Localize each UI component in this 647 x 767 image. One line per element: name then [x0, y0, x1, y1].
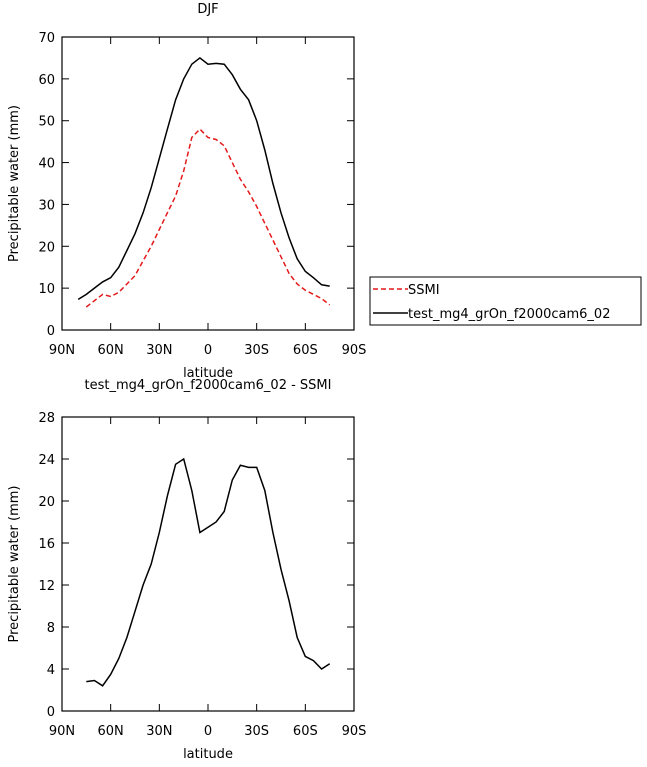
chart-title: DJF: [197, 2, 218, 17]
y-tick-label: 30: [38, 198, 55, 213]
x-tick-label: 60N: [98, 343, 124, 358]
y-tick-label: 16: [38, 537, 55, 552]
plot-frame: [61, 36, 355, 331]
y-tick-label: 10: [38, 282, 55, 297]
data-line: [86, 457, 331, 687]
y-axis-label: Precipitable water (mm): [7, 486, 22, 643]
legend-label: test_mg4_grOn_f2000cam6_02: [408, 307, 610, 322]
y-axis-label: Precipitable water (mm): [7, 105, 22, 262]
y-tick-label: 0: [47, 705, 55, 720]
x-axis-label: latitude: [183, 747, 233, 762]
y-tick-label: 12: [38, 579, 55, 594]
x-tick-label: 60S: [293, 343, 318, 358]
data-line: [77, 56, 330, 301]
x-tick-label: 30S: [244, 724, 269, 739]
x-axis-label: latitude: [183, 366, 233, 381]
y-tick-label: 0: [47, 324, 55, 339]
y-tick-label: 4: [47, 663, 55, 678]
y-tick-label: 28: [38, 411, 55, 426]
y-tick-label: 70: [38, 31, 55, 46]
x-tick-label: 30N: [146, 724, 172, 739]
y-tick-label: 24: [38, 453, 55, 468]
x-tick-label: 30S: [244, 343, 269, 358]
y-tick-label: 60: [38, 73, 55, 88]
y-tick-label: 20: [38, 495, 55, 510]
x-tick-label: 0: [204, 343, 212, 358]
x-tick-label: 90S: [342, 343, 367, 358]
chart-title: test_mg4_grOn_f2000cam6_02 - SSMI: [85, 378, 332, 393]
x-tick-label: 90N: [49, 343, 75, 358]
x-tick-label: 60N: [98, 724, 124, 739]
x-tick-label: 0: [204, 724, 212, 739]
y-tick-label: 20: [38, 240, 55, 255]
x-tick-label: 30N: [146, 343, 172, 358]
x-tick-label: 90N: [49, 724, 75, 739]
legend-label: SSMI: [408, 283, 440, 298]
data-line: [85, 128, 331, 308]
y-tick-label: 8: [47, 621, 55, 636]
y-tick-label: 50: [38, 115, 55, 130]
plot-frame: [61, 416, 355, 712]
x-tick-label: 60S: [293, 724, 318, 739]
legend-box: [369, 276, 642, 326]
y-tick-label: 40: [38, 157, 55, 172]
x-tick-label: 90S: [342, 724, 367, 739]
